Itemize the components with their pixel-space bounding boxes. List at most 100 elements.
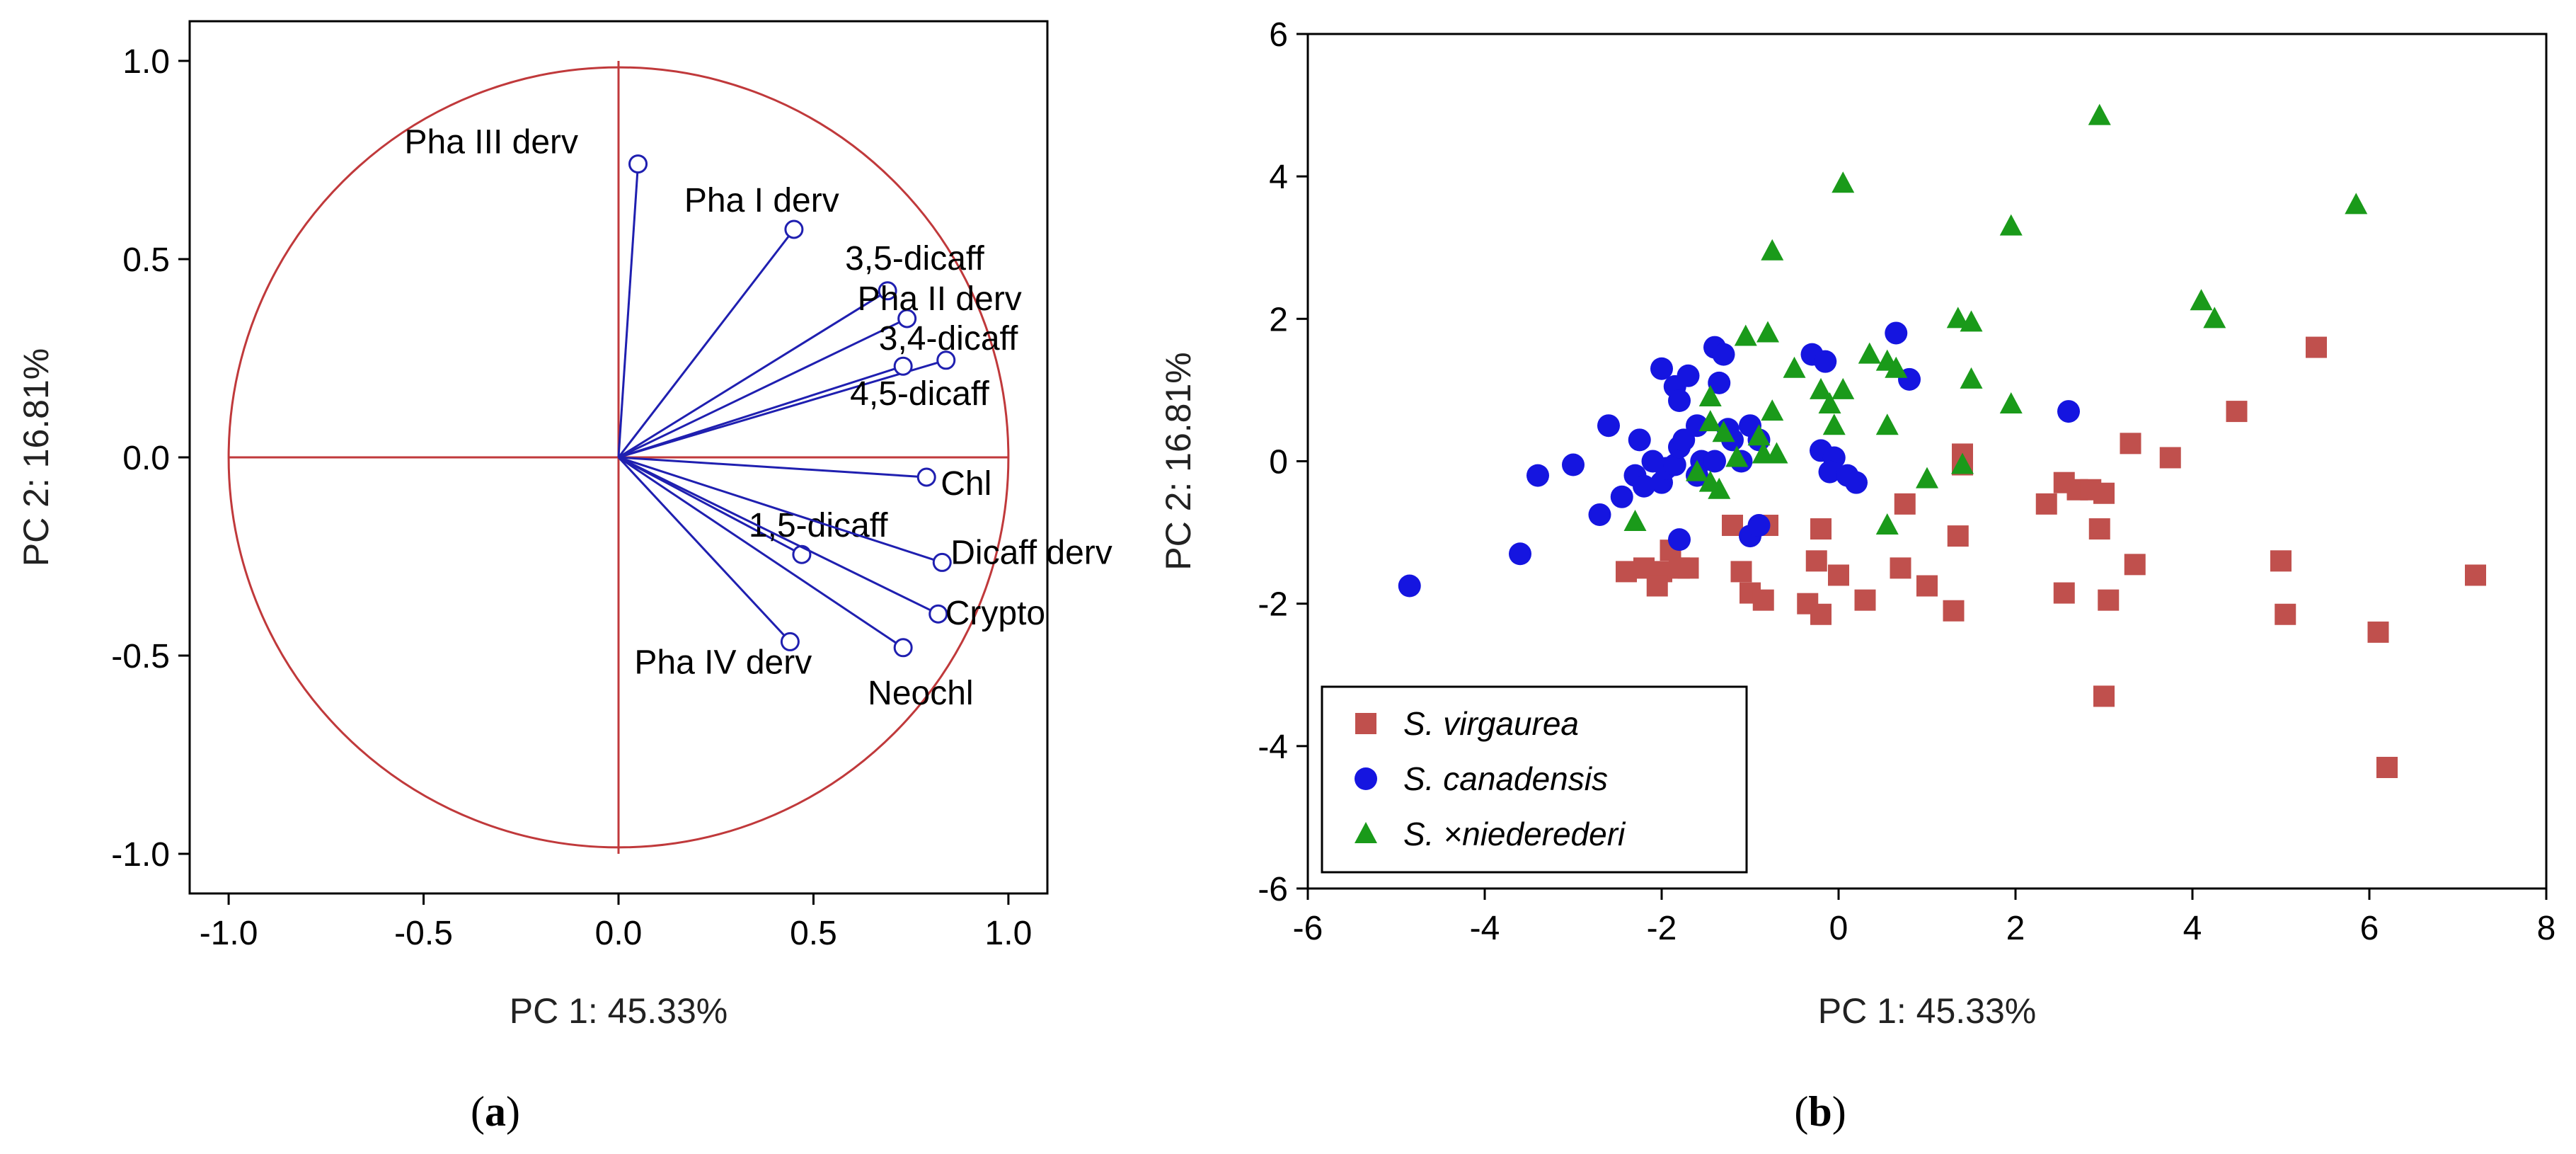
virgaurea-point — [2035, 493, 2057, 515]
virgaurea-point — [1810, 518, 1832, 540]
niederederi-point — [1999, 214, 2023, 236]
vector-label: Chl — [941, 465, 991, 503]
canadensis-point — [1712, 343, 1735, 366]
virgaurea-point — [2275, 603, 2296, 625]
x-tick-label: 0.0 — [595, 915, 643, 952]
niederederi-point — [1810, 377, 1832, 399]
legend-marker — [1355, 767, 1377, 790]
vector-label: 4,5-dicaff — [850, 375, 989, 413]
virgaurea-point — [1752, 589, 1774, 611]
canadensis-point — [1588, 503, 1611, 526]
panel-caption-b: (b) — [1794, 1088, 1846, 1135]
niederederi-point — [1832, 377, 1855, 399]
vector-line — [618, 359, 947, 459]
x-tick-label: -1.0 — [200, 915, 258, 952]
niederederi-point — [1761, 239, 1784, 261]
legend-item: S. virgaurea — [1355, 705, 1579, 742]
canadensis-point — [1633, 474, 1655, 498]
y-tick-label: -1.0 — [111, 836, 170, 874]
vector-line — [618, 456, 803, 556]
canadensis-point — [1672, 428, 1696, 452]
niederederi-point — [1951, 452, 1974, 474]
vector-line — [617, 164, 640, 458]
canadensis-point — [1814, 350, 1837, 373]
axis-ticks-a: -1.0 -0.5 0.0 0.5 1.0 1.0 0.5 0.0 -0.5 -1.0 — [111, 43, 1032, 952]
x-tick-label: 6 — [2360, 910, 2379, 947]
legend-label: S. virgaurea — [1403, 705, 1579, 742]
canadensis-point — [1526, 464, 1549, 487]
legend: S. virgaurea S. canadensis S. ×niederederi — [1321, 685, 1748, 874]
niederederi-point — [1858, 342, 1881, 364]
niederederi-point — [1875, 513, 1899, 535]
loading-vector: 4,5-dicaff — [618, 356, 989, 459]
loading-vector: Pha III derv — [405, 124, 648, 458]
legend-label: S. ×niederederi — [1403, 816, 1626, 852]
canadensis-point — [1628, 428, 1651, 452]
niederederi-point — [1783, 356, 1806, 378]
vector-label: Crypto — [945, 595, 1045, 632]
loading-vector: Pha II derv — [618, 280, 1022, 459]
vector-label: Dicaff derv — [950, 534, 1112, 571]
legend-item: S. canadensis — [1355, 760, 1608, 797]
loading-vector: 3,4-dicaff — [618, 320, 1018, 459]
virgaurea-point — [1854, 589, 1876, 611]
canadensis-point — [1885, 321, 1908, 345]
x-tick-label: -4 — [1470, 910, 1500, 947]
virgaurea-point — [2124, 554, 2146, 576]
canadensis-point — [1668, 389, 1691, 413]
vector-label: Pha II derv — [858, 280, 1022, 318]
niederederi-point — [1761, 399, 1784, 421]
vector-endpoint — [897, 309, 917, 329]
x-tick-label: 0 — [1829, 910, 1848, 947]
niederederi-point — [1960, 367, 1983, 389]
niederederi-point — [1623, 509, 1647, 531]
canadensis-point — [1677, 364, 1700, 387]
loading-vector: Crypto — [618, 456, 1045, 632]
canadensis-point — [1845, 471, 1868, 494]
caption-close-b: ) — [1832, 1088, 1846, 1135]
x-tick-label: 0.5 — [790, 915, 837, 952]
y-axis-label-a: PC 2: 16.81% — [16, 348, 56, 567]
legend-marker — [1355, 713, 1376, 734]
niederederi-point — [2345, 193, 2368, 215]
canadensis-point — [1663, 453, 1686, 476]
niederederi-point — [1960, 310, 1983, 332]
canadensis-point — [1818, 460, 1841, 484]
niederederi-point — [2203, 307, 2226, 329]
caption-close-a: ) — [506, 1088, 520, 1135]
legend-marker — [1355, 822, 1377, 843]
vector-label: Pha IV derv — [634, 644, 812, 681]
virgaurea-point — [2093, 482, 2115, 504]
virgaurea-point — [1828, 564, 1849, 586]
x-tick-label: 8 — [2537, 910, 2556, 947]
canadensis-point — [2057, 400, 2080, 423]
vector-endpoint — [916, 467, 936, 487]
series-triangle — [1623, 103, 2368, 535]
vector-endpoint — [784, 219, 804, 239]
x-axis-label-b: PC 1: 45.33% — [1818, 991, 2037, 1031]
axis-ticks-b: -6 -4 -2 0 2 4 6 8 6 4 2 0 -2 -4 -6 — [1258, 16, 2555, 947]
caption-open-a: ( — [471, 1088, 485, 1135]
virgaurea-point — [1677, 557, 1699, 579]
y-tick-label: -4 — [1258, 729, 1288, 766]
plot-body-b — [1398, 103, 2486, 779]
x-tick-label: 2 — [2006, 910, 2025, 947]
vector-endpoint — [936, 350, 956, 370]
loading-vector: Pha I derv — [617, 182, 839, 458]
vector-line — [618, 456, 939, 615]
canadensis-point — [1509, 542, 1531, 566]
legend-box — [1321, 685, 1748, 874]
vector-endpoint — [878, 281, 897, 301]
vector-endpoint — [780, 632, 800, 651]
niederederi-point — [1765, 442, 1788, 464]
vector-endpoint — [893, 356, 913, 376]
loading-vector: Chl — [618, 456, 991, 503]
canadensis-point — [1747, 514, 1771, 537]
virgaurea-point — [2088, 518, 2110, 540]
canadensis-point — [1597, 414, 1620, 438]
virgaurea-point — [2270, 550, 2292, 572]
y-tick-label: 6 — [1269, 16, 1288, 54]
canadensis-point — [1703, 450, 1726, 473]
